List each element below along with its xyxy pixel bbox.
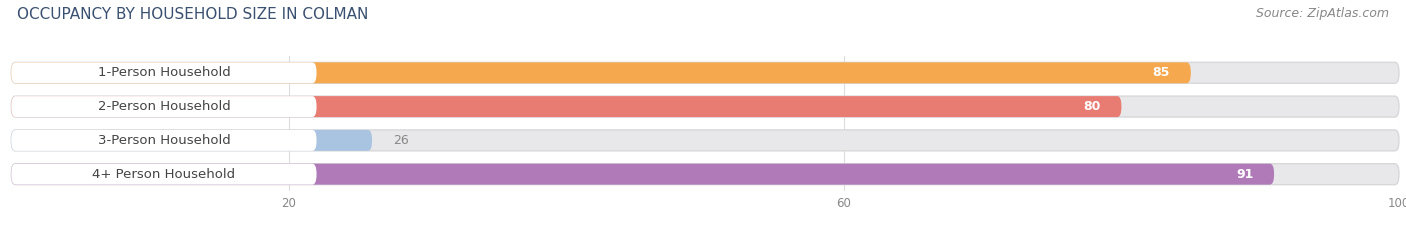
FancyBboxPatch shape	[11, 130, 373, 151]
FancyBboxPatch shape	[11, 164, 1399, 185]
FancyBboxPatch shape	[11, 130, 1399, 151]
Text: 1-Person Household: 1-Person Household	[97, 66, 231, 79]
Text: OCCUPANCY BY HOUSEHOLD SIZE IN COLMAN: OCCUPANCY BY HOUSEHOLD SIZE IN COLMAN	[17, 7, 368, 22]
Text: 3-Person Household: 3-Person Household	[97, 134, 231, 147]
Text: 2-Person Household: 2-Person Household	[97, 100, 231, 113]
FancyBboxPatch shape	[11, 62, 1399, 83]
FancyBboxPatch shape	[11, 62, 316, 83]
FancyBboxPatch shape	[11, 62, 1191, 83]
Text: 80: 80	[1083, 100, 1101, 113]
FancyBboxPatch shape	[11, 164, 1274, 185]
Text: 85: 85	[1153, 66, 1170, 79]
FancyBboxPatch shape	[11, 96, 1122, 117]
Text: 91: 91	[1236, 168, 1253, 181]
Text: 4+ Person Household: 4+ Person Household	[93, 168, 235, 181]
FancyBboxPatch shape	[11, 164, 316, 185]
FancyBboxPatch shape	[11, 130, 316, 151]
Text: 26: 26	[392, 134, 409, 147]
FancyBboxPatch shape	[11, 96, 316, 117]
FancyBboxPatch shape	[11, 96, 1399, 117]
Text: Source: ZipAtlas.com: Source: ZipAtlas.com	[1256, 7, 1389, 20]
